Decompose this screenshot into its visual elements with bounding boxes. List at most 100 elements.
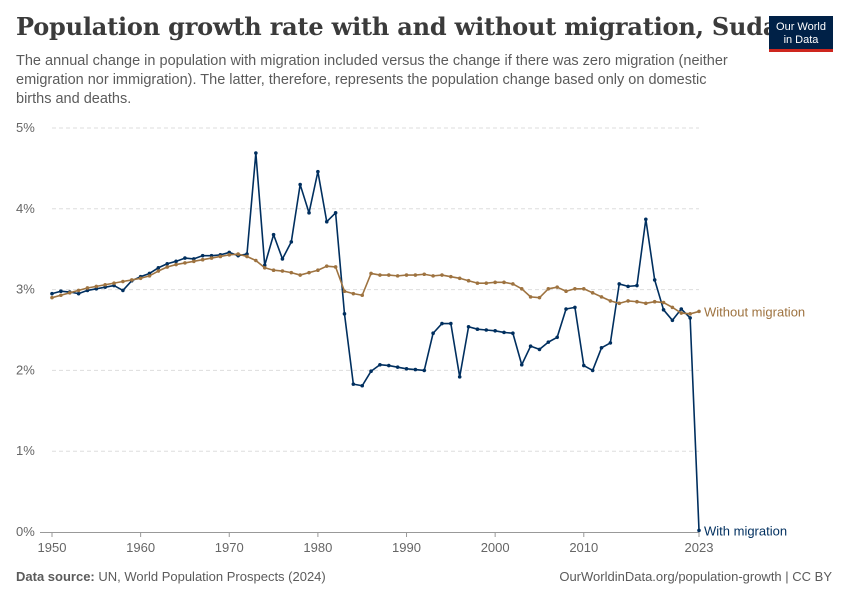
- data-point: [342, 289, 347, 294]
- data-point: [395, 274, 400, 278]
- data-point: [502, 330, 506, 335]
- data-point: [298, 273, 302, 277]
- data-point: [289, 240, 294, 244]
- data-point: [183, 256, 187, 260]
- x-tick-label: 2010: [569, 540, 598, 555]
- data-point: [413, 367, 418, 372]
- chart-subtitle: The annual change in population with mig…: [16, 53, 728, 107]
- data-point: [50, 291, 54, 296]
- data-point: [484, 328, 489, 332]
- data-point: [546, 340, 551, 344]
- series-label: Without migration: [704, 304, 805, 319]
- series-label: With migration: [704, 523, 787, 538]
- data-point: [324, 219, 329, 224]
- data-point: [573, 305, 577, 310]
- data-point: [457, 375, 462, 379]
- data-point: [670, 305, 675, 310]
- data-point: [351, 382, 356, 386]
- x-tick-label: 2023: [685, 540, 714, 555]
- data-point: [324, 264, 329, 268]
- data-point: [369, 271, 373, 276]
- data-point: [404, 273, 409, 277]
- data-point: [679, 307, 684, 311]
- data-point: [386, 363, 391, 368]
- data-source-text: UN, World Population Prospects (2024): [98, 569, 326, 584]
- data-point: [112, 281, 116, 285]
- data-point: [236, 252, 240, 256]
- data-point: [652, 278, 657, 282]
- data-point: [644, 217, 648, 222]
- data-point: [360, 383, 365, 388]
- y-tick-label: 3%: [16, 282, 35, 297]
- data-point: [475, 281, 480, 285]
- data-point: [431, 331, 435, 336]
- data-point: [528, 344, 533, 348]
- data-point: [200, 257, 205, 262]
- data-point: [475, 327, 480, 331]
- chart-title: Population growth rate with and without …: [16, 12, 796, 41]
- data-point: [76, 291, 81, 296]
- data-point: [440, 321, 444, 326]
- data-point: [599, 295, 604, 299]
- data-point: [519, 286, 524, 291]
- x-tick-label: 2000: [481, 540, 510, 555]
- data-point: [493, 329, 497, 333]
- data-point: [351, 291, 356, 296]
- data-source-label: Data source:: [16, 569, 95, 584]
- source-url[interactable]: OurWorldinData.org/population-growth | C…: [559, 569, 832, 584]
- y-tick-label: 4%: [16, 201, 35, 216]
- data-point: [254, 151, 258, 155]
- data-point: [449, 274, 453, 279]
- data-point: [466, 324, 471, 329]
- data-point: [138, 276, 143, 281]
- data-point: [121, 288, 125, 293]
- data-point: [679, 311, 684, 315]
- data-point: [316, 268, 320, 273]
- data-point: [608, 299, 613, 303]
- data-point: [581, 286, 586, 291]
- data-point: [271, 232, 276, 237]
- data-point: [121, 279, 125, 284]
- data-point: [209, 256, 214, 260]
- data-point: [590, 368, 595, 373]
- data-point: [67, 291, 72, 295]
- data-point: [626, 299, 630, 303]
- data-point: [431, 274, 435, 278]
- data-point: [183, 261, 187, 265]
- x-tick-label: 1980: [303, 540, 332, 555]
- data-point: [688, 316, 692, 320]
- data-point: [307, 270, 311, 275]
- owid-logo[interactable]: Our World in Data: [769, 16, 833, 52]
- data-point: [581, 363, 586, 368]
- data-point: [670, 318, 675, 323]
- data-point: [652, 299, 657, 304]
- data-point: [502, 280, 506, 285]
- data-point: [449, 321, 453, 326]
- data-point: [369, 369, 373, 374]
- data-point: [519, 362, 524, 367]
- data-point: [484, 281, 489, 285]
- data-point: [537, 347, 542, 352]
- data-point: [333, 265, 338, 269]
- data-point: [333, 211, 338, 215]
- data-point: [280, 257, 285, 261]
- data-point: [511, 282, 515, 286]
- data-point: [608, 341, 613, 345]
- data-point: [156, 269, 161, 273]
- data-point: [511, 331, 515, 336]
- data-point: [422, 368, 427, 373]
- y-tick-label: 2%: [16, 362, 35, 377]
- data-point: [528, 295, 533, 299]
- y-tick-label: 1%: [16, 443, 35, 458]
- x-tick-label: 1970: [215, 540, 244, 555]
- data-point: [590, 291, 595, 295]
- data-point: [422, 272, 427, 277]
- data-source: Data source: UN, World Population Prospe…: [16, 569, 326, 584]
- data-point: [289, 270, 294, 275]
- data-point: [564, 307, 568, 311]
- y-tick-label: 0%: [16, 524, 35, 539]
- data-point: [227, 253, 232, 257]
- data-point: [626, 284, 630, 289]
- data-point: [546, 286, 551, 291]
- data-point: [254, 258, 258, 263]
